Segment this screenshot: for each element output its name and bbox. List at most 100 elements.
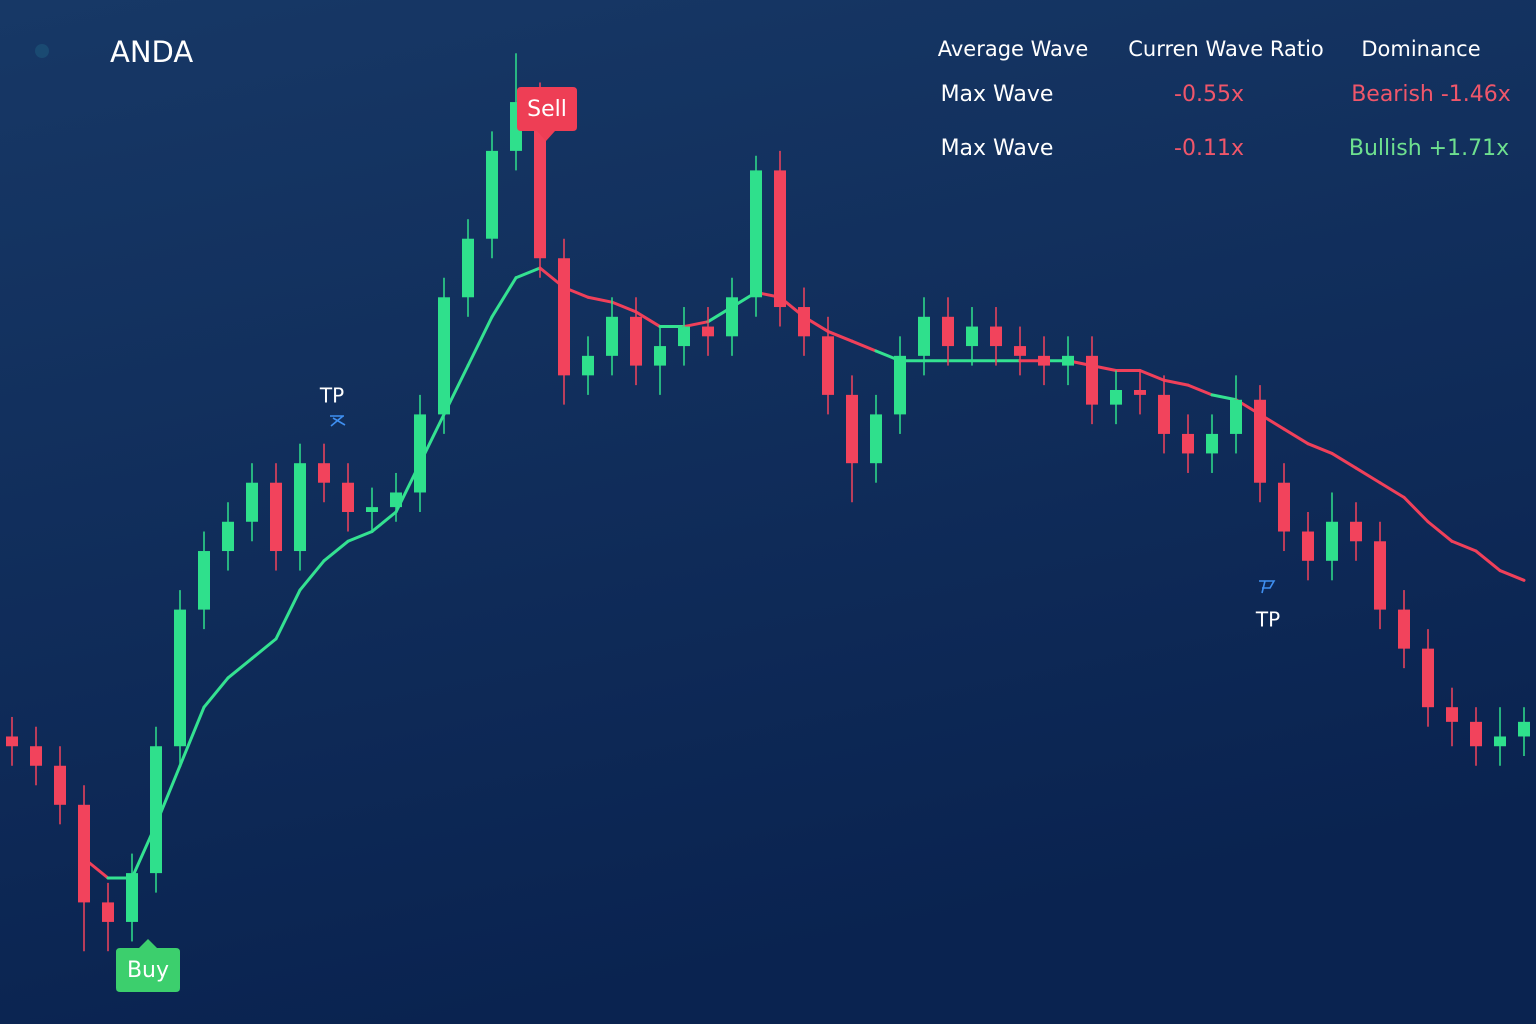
candle-body [726, 297, 738, 337]
candle-body [1062, 355, 1074, 366]
moving-average [1378, 481, 1406, 499]
candle-body [1182, 433, 1194, 454]
candle-body [750, 170, 762, 298]
candle-body [1230, 399, 1242, 434]
moving-average [1138, 368, 1166, 382]
plot [6, 53, 1530, 952]
candle-body [1278, 482, 1290, 532]
logo-dot [35, 44, 49, 58]
candle-body [390, 492, 402, 508]
tp-icon [1259, 580, 1276, 594]
sell-label: Sell [527, 97, 567, 122]
candle-body [6, 736, 18, 747]
candle-body [126, 873, 138, 922]
candle-body [102, 902, 114, 922]
moving-average [298, 559, 326, 592]
stats-table: Average Wave Curren Wave Ratio Dominance… [938, 37, 1511, 161]
candle-body [1326, 521, 1338, 561]
candle-body [822, 336, 834, 395]
candle-body [1206, 433, 1218, 454]
candle-body [486, 150, 498, 239]
moving-average [850, 339, 878, 353]
table-cell: -0.11x [1174, 136, 1244, 161]
table-header: Curren Wave Ratio [1128, 37, 1324, 61]
candle-body [870, 414, 882, 464]
candle-body [1350, 521, 1362, 542]
candle-body [1398, 609, 1410, 649]
moving-average [1282, 427, 1310, 446]
candle-body [318, 463, 330, 483]
sell-signal: Sell [517, 87, 577, 141]
moving-average [1498, 569, 1526, 582]
chart-title: ANDA [110, 35, 193, 69]
candle-body [54, 765, 66, 805]
candle-body [606, 316, 618, 356]
candle-body [366, 507, 378, 512]
moving-average [466, 315, 494, 368]
candle-body [438, 297, 450, 415]
tp-label: TP [1255, 608, 1280, 632]
buy-label: Buy [127, 958, 169, 983]
moving-average [1474, 549, 1502, 573]
candle-body [30, 746, 42, 766]
moving-average [1306, 442, 1334, 455]
candle-body [1374, 541, 1386, 610]
candle-body [1446, 707, 1458, 722]
moving-average [586, 295, 614, 304]
candle-body [1470, 721, 1482, 747]
candle-body [1158, 394, 1170, 434]
candle-body [1518, 721, 1530, 737]
moving-average [322, 539, 350, 563]
sell-badge [517, 87, 577, 141]
candle-body [966, 326, 978, 347]
moving-average [1210, 393, 1238, 402]
moving-average [1330, 451, 1358, 470]
candle-body [702, 326, 714, 337]
candle-body [894, 355, 906, 415]
table-cell: Bearish -1.46x [1351, 82, 1511, 107]
candle-body [774, 170, 786, 308]
moving-average [826, 329, 854, 343]
candle-body [1254, 399, 1266, 483]
candle-body [1014, 346, 1026, 356]
candle-body [990, 326, 1002, 347]
candle-body [150, 746, 162, 874]
candle-body [462, 238, 474, 298]
moving-average [1402, 495, 1430, 524]
candle-body [678, 326, 690, 347]
tp-icon [330, 415, 346, 427]
moving-average [274, 588, 302, 641]
moving-average [178, 705, 206, 768]
candle-body [1494, 736, 1506, 747]
candle-body [630, 316, 642, 366]
candle-body [846, 394, 858, 464]
buy-signal: Buy [116, 939, 180, 992]
candle-body [222, 521, 234, 552]
table-header: Average Wave [938, 37, 1089, 61]
moving-average [250, 637, 278, 660]
candle-body [918, 316, 930, 356]
moving-average [514, 266, 542, 280]
candle-body [534, 102, 546, 259]
candle-body [294, 463, 306, 552]
moving-average [682, 320, 710, 329]
moving-average [1354, 466, 1382, 485]
candle-body [78, 804, 90, 903]
candle-body [558, 258, 570, 376]
table-header: Dominance [1361, 37, 1480, 61]
candle-body [1038, 355, 1050, 366]
moving-average [370, 510, 398, 534]
candle-body [270, 482, 282, 552]
moving-average [610, 300, 638, 314]
candle-body [942, 316, 954, 347]
candle-body [582, 355, 594, 376]
candle-body [1134, 390, 1146, 395]
moving-average [1426, 520, 1454, 543]
candle-body [654, 346, 666, 366]
moving-average [634, 310, 662, 329]
moving-average [1186, 383, 1214, 397]
candle-body [798, 307, 810, 337]
